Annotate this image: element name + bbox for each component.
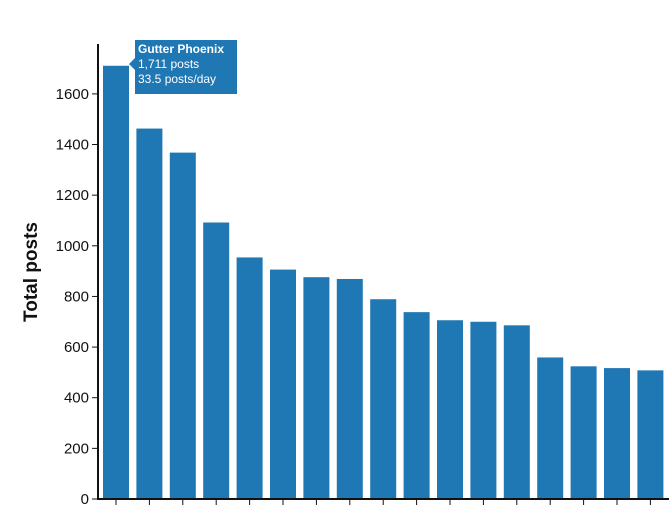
- bar[interactable]: [570, 366, 597, 499]
- y-tick-label: 200: [64, 440, 89, 457]
- y-tick-label: 600: [64, 339, 89, 356]
- tooltip-posts: 1,711 posts: [138, 57, 200, 71]
- bar[interactable]: [637, 370, 664, 499]
- bar[interactable]: [503, 325, 530, 499]
- y-axis-ticks: 0 200 400 600 800 1000 1200 1400 1600: [56, 86, 98, 508]
- bar[interactable]: [169, 152, 196, 499]
- bar[interactable]: [303, 277, 330, 499]
- tooltip-title: Gutter Phoenix: [138, 42, 225, 56]
- bar[interactable]: [236, 257, 263, 499]
- bar[interactable]: [403, 312, 430, 499]
- bar[interactable]: [270, 269, 296, 499]
- bar[interactable]: [103, 65, 129, 499]
- y-tick-label: 400: [64, 390, 89, 407]
- y-tick-label: 1200: [56, 187, 89, 204]
- y-tick-label: 1600: [56, 86, 89, 103]
- y-tick-label: 1400: [56, 137, 89, 154]
- bar[interactable]: [537, 357, 564, 499]
- y-axis-title: Total posts: [21, 222, 42, 322]
- bar[interactable]: [604, 368, 630, 499]
- bar-tooltip: Gutter Phoenix 1,711 posts 33.5 posts/da…: [135, 40, 237, 94]
- bar[interactable]: [136, 128, 163, 499]
- y-tick-label: 0: [81, 491, 89, 508]
- tooltip-pointer: [129, 58, 135, 70]
- y-tick-label: 1000: [56, 238, 89, 255]
- bar[interactable]: [437, 320, 463, 499]
- bars: [103, 65, 664, 499]
- bar[interactable]: [336, 278, 363, 499]
- y-tick-label: 800: [64, 288, 89, 305]
- bar[interactable]: [370, 299, 397, 499]
- bar[interactable]: [470, 321, 497, 499]
- tooltip-rate: 33.5 posts/day: [138, 72, 217, 86]
- bar[interactable]: [203, 222, 230, 499]
